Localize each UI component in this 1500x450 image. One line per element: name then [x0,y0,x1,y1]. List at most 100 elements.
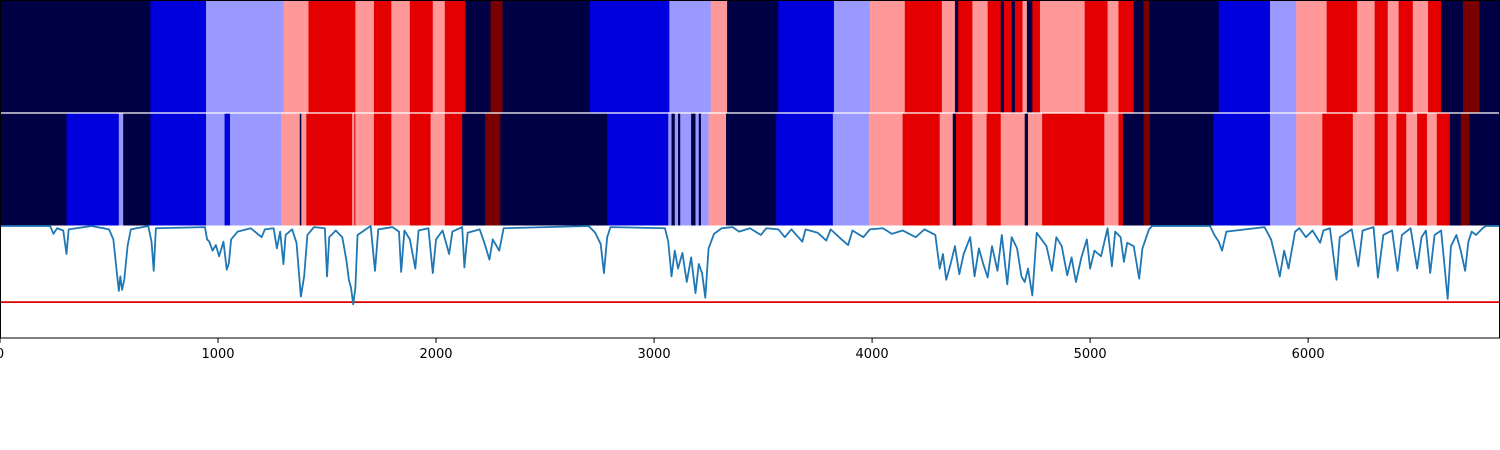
segment-r1-26 [674,113,679,226]
signal-line [0,225,1500,306]
x-tick-label-6000: 6000 [1292,347,1325,362]
x-tick-label-5000: 5000 [1074,347,1107,362]
segment-r0-7 [391,0,411,113]
segment-r0-16 [710,0,728,113]
segment-r0-18 [778,0,835,113]
segment-r1-46 [1027,113,1043,226]
segment-r1-49 [1104,113,1119,226]
segment-r1-31 [698,113,702,226]
segment-r0-31 [1022,0,1028,113]
segment-r1-36 [832,113,870,226]
segment-r0-39 [1143,0,1150,113]
segment-r0-19 [833,0,871,113]
segment-r1-39 [939,113,954,226]
segment-r0-14 [589,0,670,113]
segment-r1-63 [1417,113,1428,226]
segment-r1-55 [1269,113,1297,226]
segment-r0-46 [1374,0,1389,113]
x-axis: 0 1000 2000 3000 4000 5000 6000 [0,338,1325,362]
segment-r1-23 [607,113,669,226]
segment-r0-15 [669,0,712,113]
segment-r1-22 [500,113,608,226]
x-tick-label-2000: 2000 [419,347,452,362]
segment-r0-25 [972,0,989,113]
segment-r0-29 [1011,0,1016,113]
segment-r1-67 [1460,113,1470,226]
segment-r1-34 [726,113,777,226]
segment-r0-37 [1118,0,1135,113]
segment-r1-4 [150,113,207,226]
segment-r1-43 [986,113,1002,226]
segment-r1-15 [373,113,392,226]
segment-r1-42 [972,113,987,226]
segment-r1-29 [691,113,696,226]
segment-r1-28 [680,113,692,226]
segment-r1-1 [66,113,120,226]
segment-r1-3 [123,113,151,226]
segment-r1-18 [430,113,446,226]
segment-r1-27 [678,113,681,226]
segment-r0-48 [1398,0,1414,113]
segment-r1-50 [1118,113,1124,226]
segment-r0-47 [1387,0,1400,113]
segment-r1-66 [1449,113,1462,226]
segment-r1-37 [868,113,904,226]
segment-r0-13 [502,0,591,113]
segment-r1-38 [902,113,941,226]
segment-r1-33 [708,113,727,226]
segment-r0-35 [1084,0,1108,113]
segment-r0-10 [444,0,466,113]
segment-r1-62 [1406,113,1418,226]
segment-r0-1 [150,0,207,113]
segment-r0-33 [1032,0,1041,113]
segment-r0-23 [954,0,959,113]
segment-r0-26 [987,0,1002,113]
segment-r1-0 [0,113,67,226]
segment-r0-12 [490,0,503,113]
segment-r1-10 [301,113,307,226]
segment-r0-4 [308,0,356,113]
segment-r0-53 [1479,0,1500,113]
segment-r0-51 [1441,0,1464,113]
segment-r1-61 [1396,113,1407,226]
segment-r1-30 [695,113,700,226]
segment-r0-32 [1026,0,1033,113]
segment-r0-28 [1004,0,1013,113]
segment-r1-24 [668,113,672,226]
segment-r1-59 [1374,113,1389,226]
segment-r1-8 [281,113,301,226]
segment-r0-50 [1428,0,1442,113]
segment-r1-58 [1352,113,1376,226]
segment-r0-5 [355,0,375,113]
segment-r0-3 [283,0,309,113]
segment-r0-9 [432,0,446,113]
segment-r1-6 [224,113,231,226]
segment-r1-48 [1082,113,1105,226]
line-plot-panel [0,225,1500,306]
segment-r1-60 [1387,113,1397,226]
segment-r0-30 [1014,0,1023,113]
segment-r0-22 [941,0,956,113]
x-tick-label-3000: 3000 [638,347,671,362]
x-tick-label-1000: 1000 [201,347,234,362]
segment-r1-52 [1143,113,1151,226]
segment-r0-11 [465,0,491,113]
segment-r1-2 [118,113,124,226]
segment-r1-51 [1122,113,1144,226]
segment-r1-17 [409,113,431,226]
segment-r1-25 [671,113,676,226]
segment-r0-45 [1357,0,1376,113]
segment-r0-49 [1412,0,1429,113]
segment-r0-52 [1462,0,1480,113]
segment-r1-16 [391,113,411,226]
segment-r1-47 [1042,113,1083,226]
segment-r1-40 [952,113,957,226]
segment-r0-24 [958,0,973,113]
segment-r1-41 [956,113,973,226]
segment-r0-40 [1148,0,1220,113]
segment-r1-11 [306,113,353,226]
segment-r1-44 [1000,113,1026,226]
segment-r1-13 [354,113,356,226]
segment-r0-43 [1296,0,1328,113]
